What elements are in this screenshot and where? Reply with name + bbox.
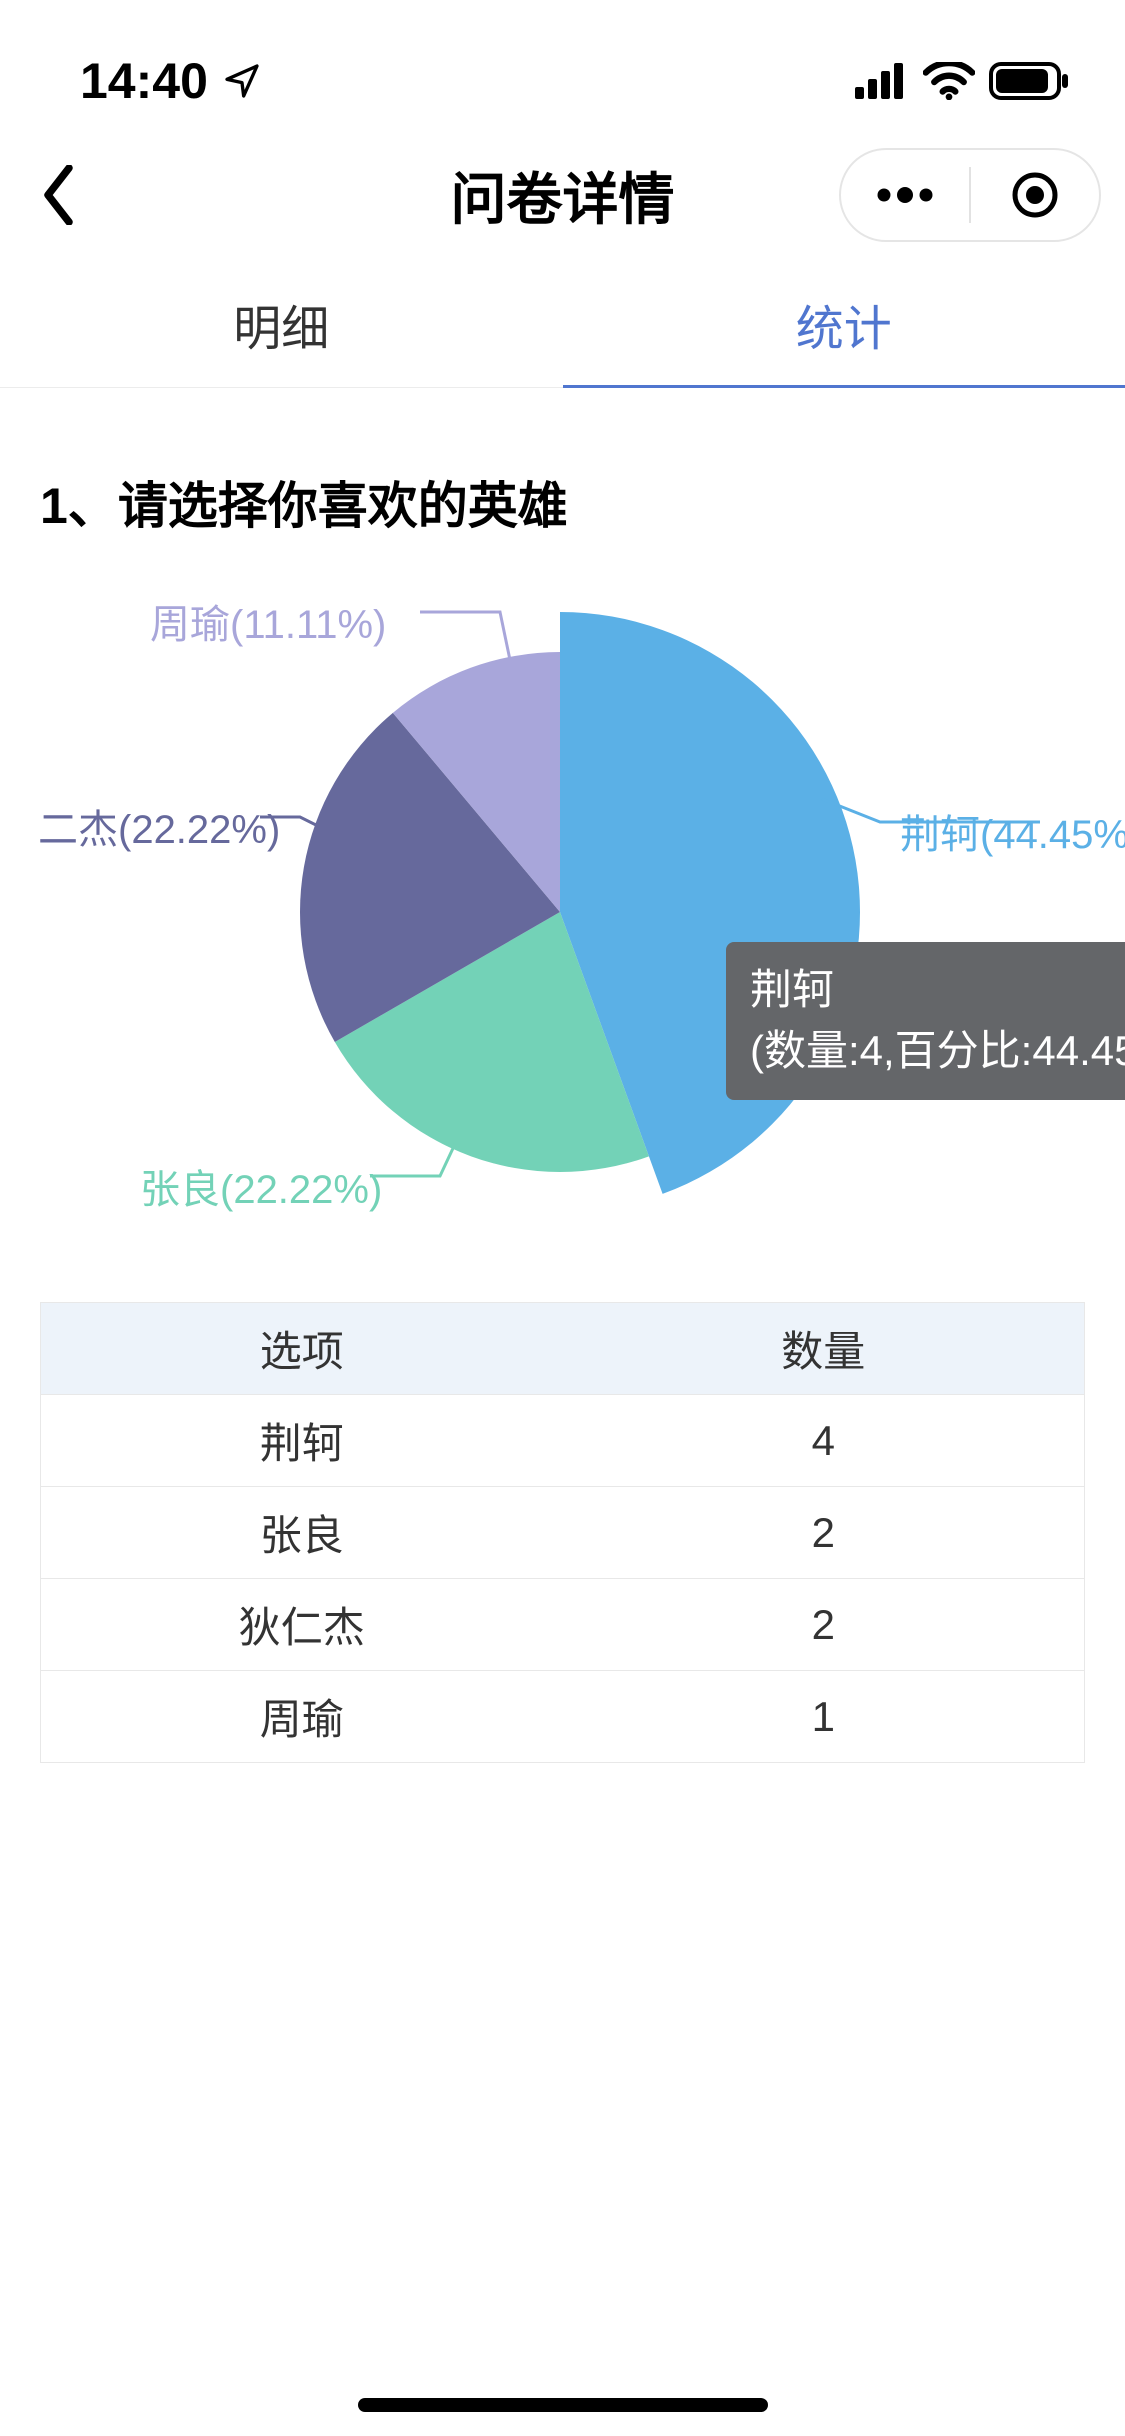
table-header-cell: 选项 <box>41 1303 563 1394</box>
question-title: 1、请选择你喜欢的英雄 <box>0 388 1125 562</box>
more-icon <box>876 187 934 203</box>
table-cell: 1 <box>563 1671 1085 1762</box>
capsule-menu-button[interactable] <box>841 187 969 203</box>
table-cell: 2 <box>563 1579 1085 1670</box>
nav-bar: 问卷详情 <box>0 130 1125 260</box>
pie-slice-label: 周瑜(11.11%) <box>150 592 386 650</box>
table-cell: 周瑜 <box>41 1671 563 1762</box>
cellular-icon <box>855 63 909 99</box>
question-text: 请选择你喜欢的英雄 <box>118 478 568 534</box>
status-bar: 14:40 <box>0 0 1125 130</box>
pie-slice-label: 荆轲(44.45% <box>900 802 1125 860</box>
table-cell: 荆轲 <box>41 1395 563 1486</box>
capsule-close-button[interactable] <box>971 170 1099 220</box>
pie-slice-label: 张良(22.22%) <box>140 1157 382 1215</box>
battery-icon <box>989 61 1071 101</box>
table-row: 周瑜 1 <box>41 1671 1084 1763</box>
tooltip-line2: (数量:4,百分比:44.45 <box>750 1021 1125 1082</box>
question-number-prefix: 1、 <box>40 478 118 534</box>
pie-chart: 荆轲(44.45%张良(22.22%)二杰(22.22%)周瑜(11.11%) … <box>0 562 1125 1262</box>
target-icon <box>1010 170 1060 220</box>
location-arrow-icon <box>222 61 262 101</box>
pie-slice-label: 二杰(22.22%) <box>38 797 280 855</box>
table-cell: 狄仁杰 <box>41 1579 563 1670</box>
table-cell: 2 <box>563 1487 1085 1578</box>
tabs: 明细 统计 <box>0 260 1125 388</box>
back-button[interactable] <box>30 165 90 225</box>
table-row: 张良 2 <box>41 1487 1084 1579</box>
tab-label: 明细 <box>233 289 329 359</box>
tooltip-line1: 荆轲 <box>750 960 1125 1021</box>
table-cell: 张良 <box>41 1487 563 1578</box>
chevron-left-icon <box>40 165 80 225</box>
table-row: 荆轲 4 <box>41 1395 1084 1487</box>
wifi-icon <box>923 62 975 100</box>
tab-detail[interactable]: 明细 <box>0 260 563 387</box>
table-header-row: 选项 数量 <box>41 1303 1084 1395</box>
home-indicator <box>358 2398 768 2412</box>
table-row: 狄仁杰 2 <box>41 1579 1084 1671</box>
data-table: 选项 数量 荆轲 4 张良 2 狄仁杰 2 周瑜 1 <box>40 1302 1085 1763</box>
pie-leader-line <box>420 612 510 660</box>
table-cell: 4 <box>563 1395 1085 1486</box>
status-right <box>855 61 1071 101</box>
pie-leader-line <box>370 1144 455 1176</box>
tab-stats[interactable]: 统计 <box>563 260 1125 387</box>
miniprogram-capsule <box>839 148 1101 242</box>
table-header-cell: 数量 <box>563 1303 1085 1394</box>
status-time: 14:40 <box>80 52 208 110</box>
status-left: 14:40 <box>80 52 262 110</box>
chart-tooltip: 荆轲 (数量:4,百分比:44.45 <box>726 942 1125 1100</box>
tab-label: 统计 <box>796 289 892 359</box>
